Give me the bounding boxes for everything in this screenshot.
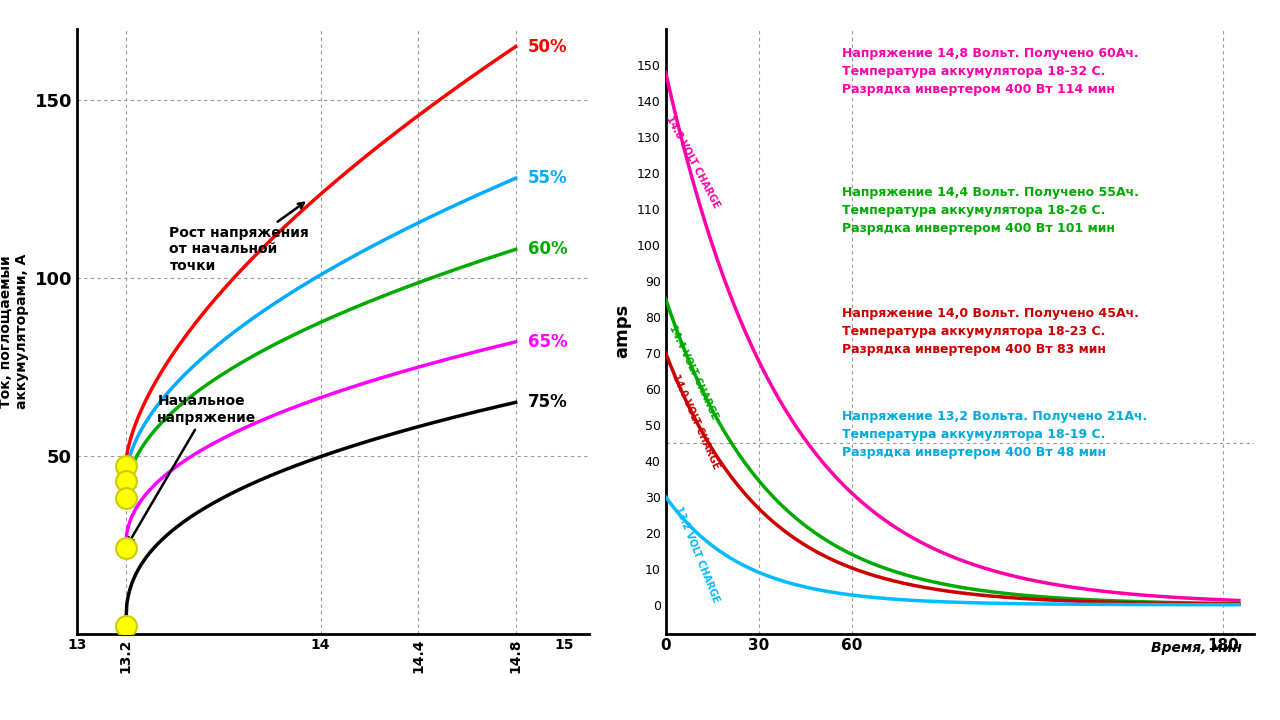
Text: 55%: 55% — [527, 169, 567, 187]
Text: 50%: 50% — [527, 37, 567, 55]
Text: 75%: 75% — [527, 393, 567, 411]
Text: Напряжение 14,0 Вольт. Получено 45Ач.
Температура аккумулятора 18-23 С.
Разрядка: Напряжение 14,0 Вольт. Получено 45Ач. Те… — [842, 307, 1139, 356]
Text: 14.8 VOLT CHARGE: 14.8 VOLT CHARGE — [664, 114, 722, 210]
Text: 14.4 VOLT CHARGE: 14.4 VOLT CHARGE — [667, 323, 719, 420]
Text: 13.2 VOLT CHARGE: 13.2 VOLT CHARGE — [673, 505, 721, 605]
Text: Рост напряжения
от начальной
точки: Рост напряжения от начальной точки — [169, 203, 310, 273]
Text: 60%: 60% — [527, 240, 567, 258]
Text: Напряжение 13,2 Вольта. Получено 21Ач.
Температура аккумулятора 18-19 С.
Разрядк: Напряжение 13,2 Вольта. Получено 21Ач. Т… — [842, 410, 1147, 459]
Text: Напряжение 14,8 Вольт. Получено 60Ач.
Температура аккумулятора 18-32 С.
Разрядка: Напряжение 14,8 Вольт. Получено 60Ач. Те… — [842, 47, 1139, 96]
Text: Начальное
напряжение: Начальное напряжение — [128, 395, 256, 544]
Text: Напряжение 14,4 Вольт. Получено 55Ач.
Температура аккумулятора 18-26 С.
Разрядка: Напряжение 14,4 Вольт. Получено 55Ач. Те… — [842, 186, 1139, 235]
Y-axis label: Ток, поглощаемый
аккумуляторами, А: Ток, поглощаемый аккумуляторами, А — [0, 253, 29, 409]
Text: 65%: 65% — [527, 333, 567, 351]
Y-axis label: amps: amps — [613, 304, 631, 359]
Text: 14.0 VOLT CHARGE: 14.0 VOLT CHARGE — [671, 373, 722, 471]
Text: Время, мин: Время, мин — [1151, 641, 1242, 654]
